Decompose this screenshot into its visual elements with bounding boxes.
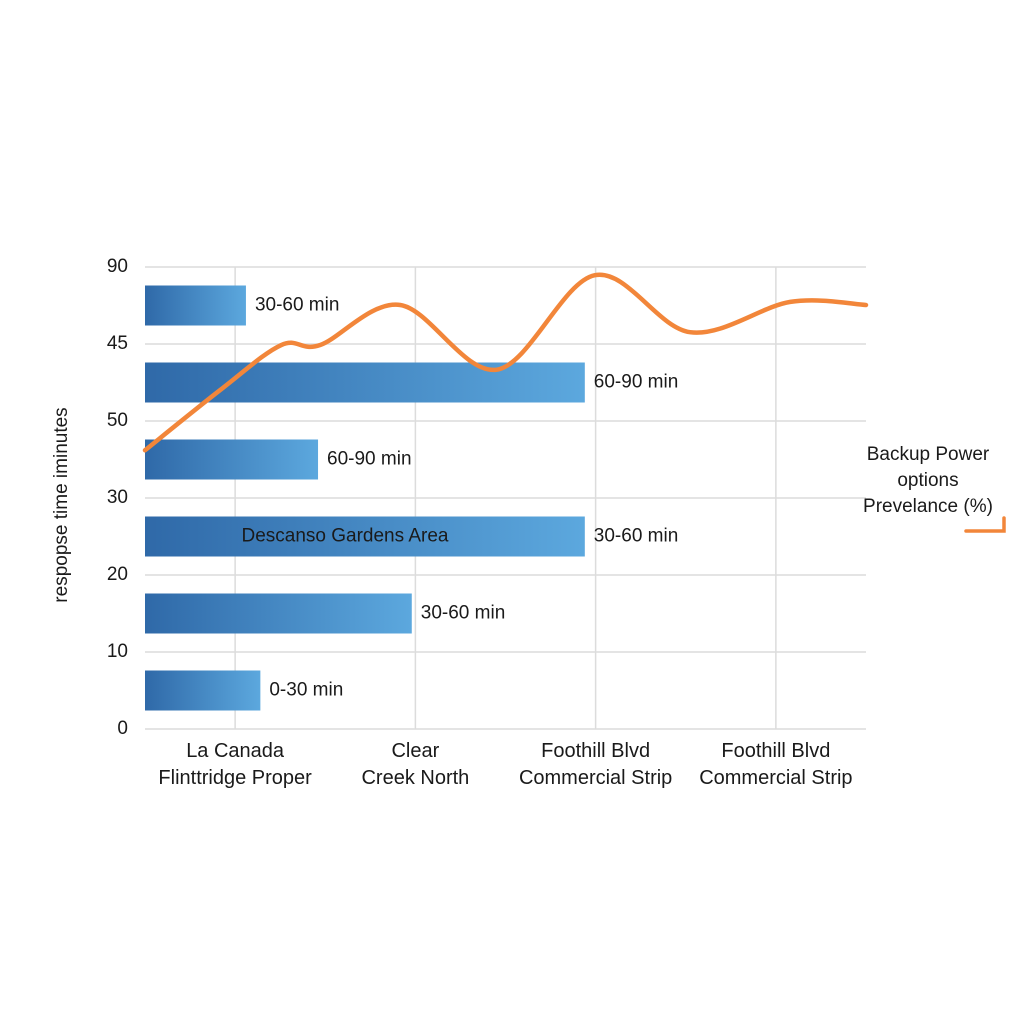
x-tick-label: La Canada Flinttridge Proper xyxy=(158,740,312,789)
bar xyxy=(145,439,319,480)
bar-label: 60-90 min xyxy=(327,449,412,470)
legend-label: Backup Power options Prevelance (%) xyxy=(863,444,993,517)
bar xyxy=(145,593,412,634)
y-tick-label: 10 xyxy=(107,641,128,662)
bar xyxy=(145,516,585,557)
bar xyxy=(145,362,585,403)
bar-label: 60-90 min xyxy=(594,372,679,393)
bar-label: 30-60 min xyxy=(421,603,506,624)
y-tick-label: 45 xyxy=(107,333,128,354)
y-tick-label: 0 xyxy=(117,718,128,739)
bar xyxy=(145,285,246,326)
legend-marker xyxy=(964,516,1006,533)
x-tick-label: Clear Creek North xyxy=(361,740,470,789)
y-tick-label: 90 xyxy=(107,256,128,277)
bar-label: 30-60 min xyxy=(594,526,679,547)
x-tick-label: Foothill Blvd Commercial Strip xyxy=(699,740,853,789)
line-series xyxy=(142,272,869,453)
y-tick-label: 30 xyxy=(107,487,128,508)
y-axis-label: respopse time iminutes xyxy=(51,407,72,602)
bar-label: 30-60 min xyxy=(255,295,340,316)
x-tick-label: Foothill Blvd Commercial Strip xyxy=(518,740,673,789)
y-tick-label: 20 xyxy=(107,564,128,585)
bar xyxy=(145,670,261,711)
bar-annotation: Descanso Gardens Area xyxy=(241,526,448,547)
bar-label: 0-30 min xyxy=(269,680,343,701)
y-tick-label: 50 xyxy=(107,410,128,431)
